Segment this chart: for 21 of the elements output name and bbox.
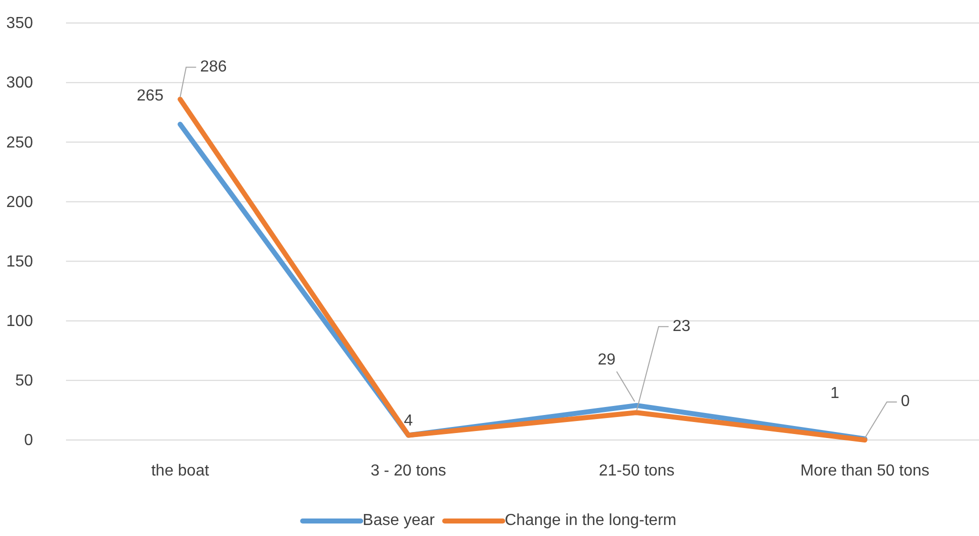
x-tick-label: 21-50 tons bbox=[598, 462, 674, 480]
y-tick-label: 0 bbox=[24, 432, 34, 450]
y-tick-label: 300 bbox=[6, 74, 34, 92]
y-tick-label: 200 bbox=[6, 194, 34, 211]
y-tick-label: 100 bbox=[6, 312, 34, 330]
x-tick-label: More than 50 tons bbox=[800, 462, 930, 480]
y-tick-label: 250 bbox=[6, 134, 34, 152]
data-label: 0 bbox=[900, 393, 910, 410]
y-tick-label: 350 bbox=[6, 15, 34, 32]
y-tick-label: 150 bbox=[6, 253, 34, 270]
data-label: 286 bbox=[200, 58, 227, 76]
data-label: 4 bbox=[404, 412, 413, 430]
data-label: 23 bbox=[672, 318, 691, 335]
x-tick-label: 3 - 20 tons bbox=[370, 462, 446, 480]
data-label: 1 bbox=[830, 385, 840, 402]
data-label: 265 bbox=[136, 87, 164, 105]
legend-label: Change in the long-term bbox=[504, 512, 676, 530]
data-label: 29 bbox=[598, 352, 616, 369]
y-tick-label: 50 bbox=[15, 372, 34, 390]
legend-label: Base year bbox=[362, 512, 436, 530]
x-tick-label: the boat bbox=[151, 462, 210, 480]
